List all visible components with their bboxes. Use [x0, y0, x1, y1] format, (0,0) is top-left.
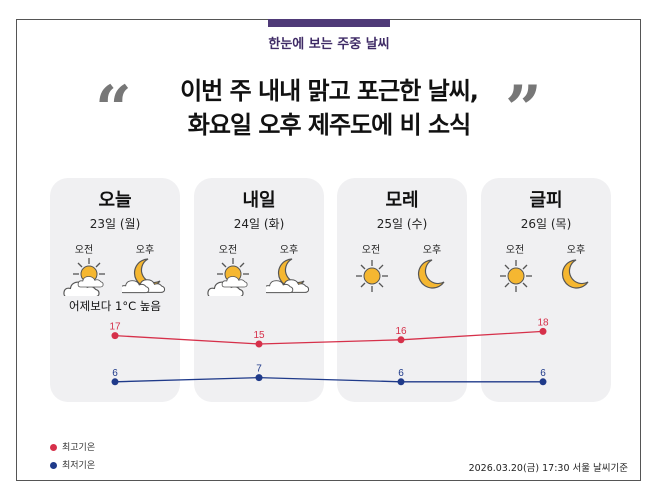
low-temp-point — [539, 378, 547, 386]
day-card: 글피 26일 (목) 오전 오후 — [481, 178, 611, 402]
am-label: 오전 — [218, 245, 238, 256]
pm-label: 오후 — [279, 245, 299, 256]
legend-high-dot — [50, 444, 57, 451]
high-temp-label: 15 — [253, 330, 265, 341]
am-label: 오전 — [505, 245, 525, 256]
high-temp-point — [255, 340, 263, 348]
pm-label: 오후 — [566, 245, 586, 256]
day-date: 24일 (화) — [233, 217, 285, 231]
close-quote-icon: ” — [505, 72, 542, 147]
temperature-note: 어제보다 1°C 높음 — [69, 299, 161, 313]
legend-low: 최저기온 — [50, 458, 95, 471]
legend-high: 최고기온 — [50, 440, 95, 453]
high-temp-label: 17 — [109, 322, 121, 333]
high-temp-point — [111, 332, 119, 340]
low-temp-point — [111, 378, 119, 386]
headline: 이번 주 내내 맑고 포근한 날씨, 화요일 오후 제주도에 비 소식 — [0, 74, 658, 142]
high-temp-point — [397, 336, 405, 344]
low-temp-label: 7 — [256, 364, 262, 375]
low-temp-line — [114, 376, 543, 383]
pm-label: 오후 — [422, 245, 442, 256]
subtitle: 한눈에 보는 주중 날씨 — [268, 37, 390, 52]
day-card: 오늘 23일 (월) 오전 오후 어제보다 1°C 높음 — [50, 178, 180, 402]
day-name: 모레 — [385, 190, 419, 211]
high-temp-label: 18 — [537, 317, 549, 328]
headline-line-2: 화요일 오후 제주도에 비 소식 — [187, 111, 471, 139]
legend-high-label: 최고기온 — [62, 443, 96, 453]
high-temp-point — [539, 327, 547, 335]
high-temp-line — [114, 330, 544, 345]
am-label: 오전 — [74, 245, 94, 256]
pm-label: 오후 — [135, 245, 155, 256]
open-quote-icon: “ — [95, 72, 132, 147]
day-card: 모레 25일 (수) 오전 오후 — [337, 178, 467, 402]
headline-line-1: 이번 주 내내 맑고 포근한 날씨, — [180, 77, 479, 105]
legend-low-label: 최저기온 — [62, 461, 96, 471]
am-label: 오전 — [361, 245, 381, 256]
low-temp-point — [255, 374, 263, 382]
legend-low-dot — [50, 462, 57, 469]
day-name: 내일 — [242, 190, 276, 211]
day-date: 26일 (목) — [520, 217, 572, 231]
high-temp-label: 16 — [395, 326, 407, 337]
day-date: 23일 (월) — [89, 217, 141, 231]
day-card: 내일 24일 (화) 오전 오후 — [194, 178, 324, 402]
day-date: 25일 (수) — [376, 217, 428, 231]
day-name: 오늘 — [98, 190, 132, 211]
low-temp-label: 6 — [540, 368, 546, 379]
accent-bar — [268, 19, 390, 27]
footer-timestamp: 2026.03.20(금) 17:30 서울 날씨기준 — [468, 463, 628, 474]
day-name: 글피 — [529, 190, 563, 211]
low-temp-label: 6 — [112, 368, 118, 379]
low-temp-label: 6 — [398, 368, 404, 379]
low-temp-point — [397, 378, 405, 386]
